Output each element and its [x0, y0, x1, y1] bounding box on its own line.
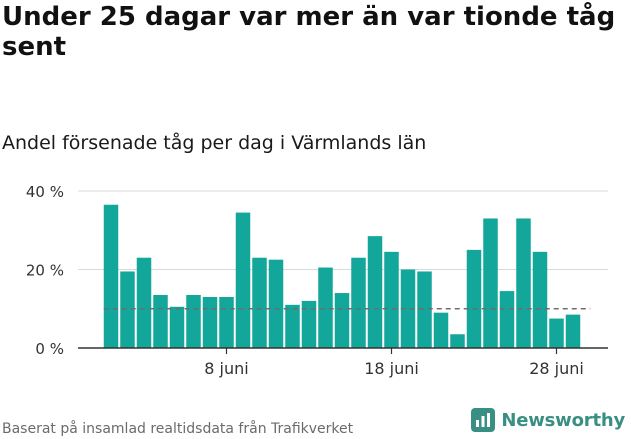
bar [235, 212, 251, 348]
bar [186, 295, 201, 348]
brand-name: Newsworthy [501, 409, 625, 431]
bar [532, 251, 548, 348]
bar [549, 318, 564, 348]
bar [285, 304, 300, 348]
bars [103, 204, 581, 348]
bar [252, 257, 267, 348]
bar [103, 204, 119, 348]
bar [120, 271, 135, 348]
chart-subtitle: Andel försenade tåg per dag i Värmlands … [2, 132, 427, 154]
x-axis: 8 juni 18 juni 28 juni [78, 347, 608, 378]
y-tick-label: 20 % [26, 262, 64, 280]
bar [219, 296, 234, 348]
bar [433, 312, 449, 348]
bar [301, 300, 317, 348]
bar [169, 306, 185, 348]
bar [136, 257, 152, 348]
bar [153, 295, 168, 348]
bar [268, 259, 284, 348]
bar [483, 218, 498, 348]
y-tick-label: 0 % [35, 340, 64, 358]
y-tick-label: 40 % [26, 183, 64, 201]
bar [400, 269, 416, 348]
bar-chart: 0 % 20 % 40 % 8 juni 18 juni 28 juni [26, 183, 608, 378]
bar [351, 257, 366, 348]
brand-logo-link[interactable]: Newsworthy [471, 408, 625, 432]
bar [450, 334, 465, 348]
y-axis-ticks: 0 % 20 % 40 % [26, 183, 64, 358]
bar [516, 218, 531, 348]
x-tick-label: 28 juni [529, 359, 584, 378]
x-tick-label: 8 juni [204, 359, 248, 378]
newsworthy-logo-icon [471, 408, 496, 432]
x-tick-label: 18 juni [364, 359, 419, 378]
bar [202, 296, 218, 348]
bar [417, 271, 432, 348]
bar [384, 251, 399, 348]
chart-title: Under 25 dagar var mer än var tionde tåg… [2, 2, 616, 62]
bar [334, 293, 350, 348]
bar [565, 314, 581, 348]
bar [499, 291, 515, 348]
bar [367, 236, 383, 348]
bar [466, 249, 482, 348]
source-note: Baserat på insamlad realtidsdata från Tr… [2, 421, 354, 437]
bar [318, 267, 333, 348]
